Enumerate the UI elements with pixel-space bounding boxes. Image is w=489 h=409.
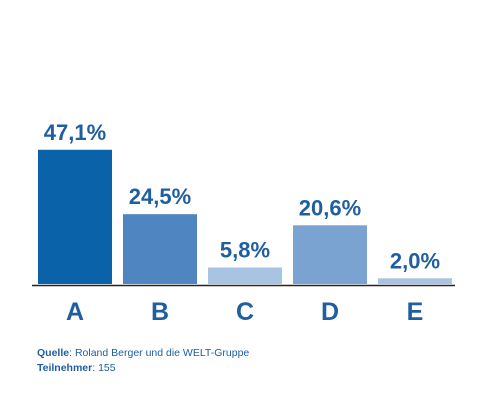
category-label-b: B	[151, 298, 169, 326]
source-key: Quelle	[37, 347, 70, 359]
category-label-e: E	[407, 298, 424, 326]
bar-d	[293, 225, 367, 284]
source-line: Quelle: Roland Berger und die WELT-Grupp…	[37, 346, 249, 361]
category-label-d: D	[321, 298, 339, 326]
participants-line: Teilnehmer: 155	[37, 361, 249, 376]
value-label-b: 24,5%	[129, 184, 191, 209]
value-label-d: 20,6%	[299, 195, 361, 220]
bar-b	[123, 214, 197, 284]
category-label-a: A	[66, 298, 84, 326]
bar-e	[378, 278, 452, 284]
participants-value: : 155	[92, 362, 116, 374]
value-label-e: 2,0%	[390, 248, 440, 273]
participants-key: Teilnehmer	[37, 362, 93, 374]
value-label-a: 47,1%	[44, 120, 106, 145]
category-label-c: C	[236, 298, 254, 326]
value-label-c: 5,8%	[220, 237, 270, 262]
bar-chart: 47,1% A 24,5% B 5,8% C 20,6% D 2,0% E	[32, 120, 455, 326]
chart-footer: Quelle: Roland Berger und die WELT-Grupp…	[37, 346, 249, 376]
bar-a	[38, 149, 112, 284]
source-value: : Roland Berger und die WELT-Gruppe	[69, 347, 250, 359]
bar-c	[208, 267, 282, 284]
